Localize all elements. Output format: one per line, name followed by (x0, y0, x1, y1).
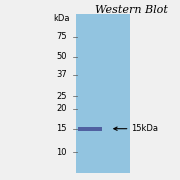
Bar (78, 127, 102, 131)
Text: 15: 15 (56, 124, 67, 133)
Bar (76, 14, 130, 173)
Text: 15kDa: 15kDa (131, 124, 158, 133)
Text: kDa: kDa (54, 14, 70, 23)
Text: 10: 10 (56, 148, 67, 157)
Text: 75: 75 (56, 32, 67, 41)
Text: 25: 25 (56, 92, 67, 101)
Text: 20: 20 (56, 104, 67, 113)
Text: 50: 50 (56, 52, 67, 61)
Text: 37: 37 (56, 70, 67, 79)
Text: Western Blot: Western Blot (95, 5, 168, 15)
